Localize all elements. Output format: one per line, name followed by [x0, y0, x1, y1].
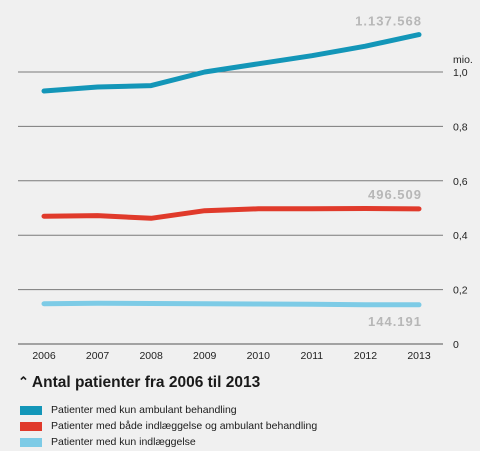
legend-label: Patienter med kun indlæggelse [51, 436, 196, 448]
x-tick-label: 2007 [86, 350, 110, 362]
series-line [41, 32, 422, 94]
series-line [41, 300, 422, 308]
x-tick-label: 2006 [32, 350, 56, 362]
series-end-label: 1.137.568 [355, 14, 422, 29]
series-line [41, 206, 422, 221]
chart-title: ⌃ Antal patienter fra 2006 til 2013 [18, 374, 260, 392]
caret-icon: ⌃ [18, 374, 29, 389]
series-end-label: 496.509 [368, 187, 422, 202]
x-tick-label: 2013 [407, 350, 431, 362]
series-end-label: 144.191 [368, 314, 422, 329]
legend-item: Patienter med både indlæggelse og ambula… [20, 418, 317, 434]
y-tick-label: 0,8 [453, 121, 468, 133]
x-tick-label: 2008 [139, 350, 163, 362]
y-unit-label: mio. [453, 54, 473, 66]
y-tick-label: 1,0 [453, 67, 468, 79]
y-tick-label: 0 [453, 339, 459, 351]
legend: Patienter med kun ambulant behandling Pa… [20, 402, 317, 450]
x-tick-label: 2010 [247, 350, 271, 362]
legend-label: Patienter med både indlæggelse og ambula… [51, 420, 318, 432]
legend-swatch [20, 405, 42, 415]
legend-swatch [20, 437, 42, 447]
legend-item: Patienter med kun indlæggelse [20, 434, 317, 450]
y-tick-label: 0,4 [453, 230, 468, 242]
y-tick-label: 0,6 [453, 176, 468, 188]
x-tick-label: 2009 [193, 350, 217, 362]
legend-label: Patienter med kun ambulant behandling [51, 404, 237, 416]
legend-item: Patienter med kun ambulant behandling [20, 402, 317, 418]
x-tick-label: 2011 [301, 350, 324, 362]
x-tick-label: 2012 [354, 350, 378, 362]
legend-swatch [20, 421, 42, 431]
chart-title-text: Antal patienter fra 2006 til 2013 [31, 374, 261, 391]
y-tick-label: 0,2 [453, 285, 468, 297]
